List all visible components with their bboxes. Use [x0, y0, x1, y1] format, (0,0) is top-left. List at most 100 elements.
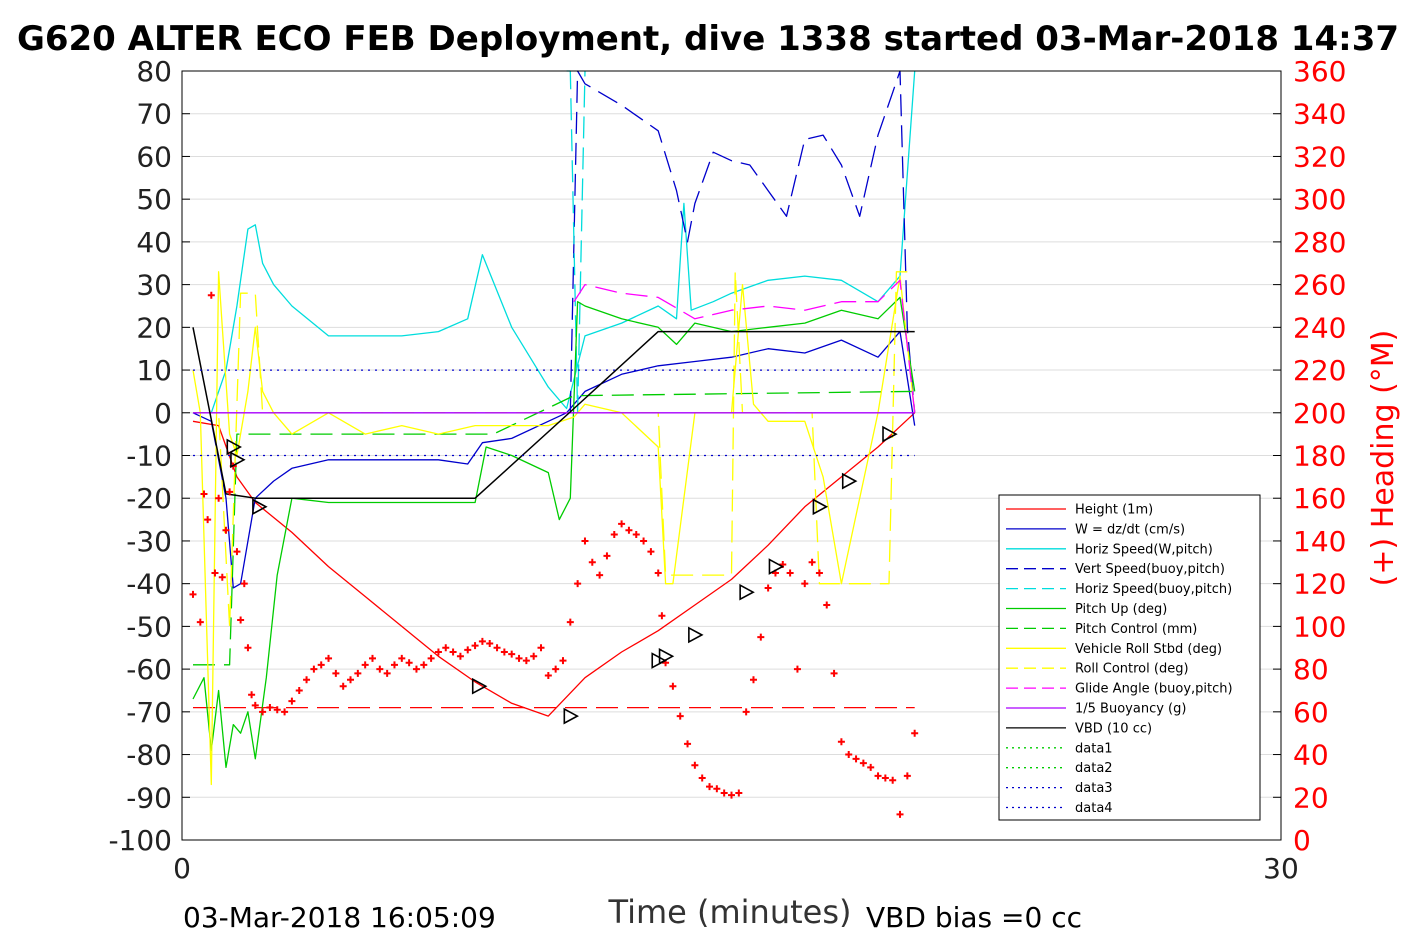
heading-point [566, 618, 574, 626]
legend-entry-label: data4 [1075, 801, 1113, 816]
x-tick-label: 0 [173, 852, 191, 885]
left-axis: 80 70 60 50 40 30 20 10 0 -10 -20 -30 -40 -50 -60 -70 -8… [108, 55, 190, 857]
heading-point [793, 665, 801, 673]
x-axis-label: Time (minutes) [608, 893, 852, 931]
legend-entry-label: VBD (10 cc) [1075, 721, 1152, 736]
heading-point [852, 755, 860, 763]
heading-point [867, 763, 875, 771]
left-tick-label: -10 [126, 440, 172, 473]
heading-point [354, 669, 362, 677]
series-line-roll_control [193, 271, 915, 628]
right-tick-label: 80 [1293, 653, 1329, 686]
series-line-vert_buoy [569, 70, 916, 413]
heading-point [449, 648, 457, 656]
left-tick-label: -90 [126, 781, 172, 814]
heading-point [881, 774, 889, 782]
heading-point [823, 601, 831, 609]
heading-point [244, 644, 252, 652]
triangle-marker [882, 425, 898, 443]
legend-entry-label: Height (1m) [1075, 503, 1153, 518]
right-tick-label: 280 [1293, 226, 1346, 259]
heading-point [486, 639, 494, 647]
footer-timestamp: 03-Mar-2018 16:05:09 [183, 901, 496, 934]
heading-point [559, 657, 567, 665]
heading-point [376, 665, 384, 673]
legend-entry-label: W = dz/dt (cm/s) [1075, 522, 1185, 537]
heading-point [303, 676, 311, 684]
right-tick-label: 40 [1293, 739, 1329, 772]
legend-entry-label: Pitch Control (mm) [1075, 622, 1197, 637]
series-line-w [192, 330, 916, 589]
heading-point [706, 783, 714, 791]
heading-point [574, 580, 582, 588]
heading-point [390, 661, 398, 669]
left-tick-label: -60 [126, 653, 172, 686]
heading-point [537, 644, 545, 652]
triangle-marker [563, 707, 580, 725]
heading-point [207, 291, 215, 299]
heading-point [522, 657, 530, 665]
legend-entry-label: data3 [1075, 781, 1113, 796]
heading-point [288, 697, 296, 705]
heading-point [735, 789, 743, 797]
footer-vbd-bias: VBD bias =0 cc [866, 901, 1082, 934]
legend-entry-label: Vehicle Roll Stbd (deg) [1075, 642, 1222, 657]
left-tick-label: 0 [154, 397, 172, 430]
triangle-marker [841, 472, 858, 490]
legend-entry-label: data2 [1075, 761, 1113, 776]
heading-point [764, 584, 772, 592]
heading-point [515, 654, 523, 662]
heading-point [464, 646, 472, 654]
heading-point [218, 573, 226, 581]
heading-point [830, 669, 838, 677]
triangle-marker [739, 583, 755, 601]
right-tick-label: 240 [1293, 311, 1346, 344]
heading-point [815, 569, 823, 577]
left-tick-label: 30 [136, 269, 172, 302]
series-line-pitch_control [193, 390, 915, 666]
heading-point [603, 552, 611, 560]
heading-point [281, 708, 289, 716]
heading-point [368, 654, 376, 662]
heading-point [259, 708, 267, 716]
right-tick-label: 360 [1293, 55, 1346, 88]
series-line-vbd [192, 327, 915, 499]
left-tick-label: -100 [108, 824, 172, 857]
heading-point [896, 810, 904, 818]
series-line-glide_angle [573, 279, 916, 413]
plot-lines [192, 70, 916, 786]
heading-point [640, 537, 648, 545]
heading-point [647, 548, 655, 556]
heading-point [412, 665, 420, 673]
x-axis: 0 30 [173, 832, 1299, 885]
heading-point [189, 590, 197, 598]
heading-point [610, 531, 618, 539]
heading-point [903, 772, 911, 780]
series-line-height [192, 412, 916, 717]
left-tick-label: 70 [136, 98, 172, 131]
heading-point [266, 704, 274, 712]
right-tick-label: 300 [1293, 183, 1346, 216]
right-tick-label: 180 [1293, 440, 1346, 473]
triangle-marker [812, 498, 829, 516]
heading-point [273, 706, 281, 714]
series-line-pitch [192, 296, 916, 769]
heading-point [215, 494, 223, 502]
legend-entry-label: data1 [1075, 741, 1113, 756]
right-axis: 3603403203002802602402202001801601401201… [1273, 55, 1346, 857]
right-tick-label: 140 [1293, 525, 1346, 558]
heading-point [544, 672, 552, 680]
heading-point [500, 648, 508, 656]
right-tick-label: 200 [1293, 397, 1346, 430]
left-tick-label: -80 [126, 739, 172, 772]
heading-point [845, 751, 853, 759]
right-tick-label: 320 [1293, 140, 1346, 173]
triangle-marker [230, 451, 246, 469]
heading-point [859, 759, 867, 767]
right-tick-label: 260 [1293, 269, 1346, 302]
left-tick-label: 50 [136, 183, 172, 216]
legend-entry-label: Horiz Speed(W,pitch) [1075, 542, 1213, 557]
heading-point [676, 712, 684, 720]
heading-point [889, 776, 897, 784]
heading-point [801, 580, 809, 588]
